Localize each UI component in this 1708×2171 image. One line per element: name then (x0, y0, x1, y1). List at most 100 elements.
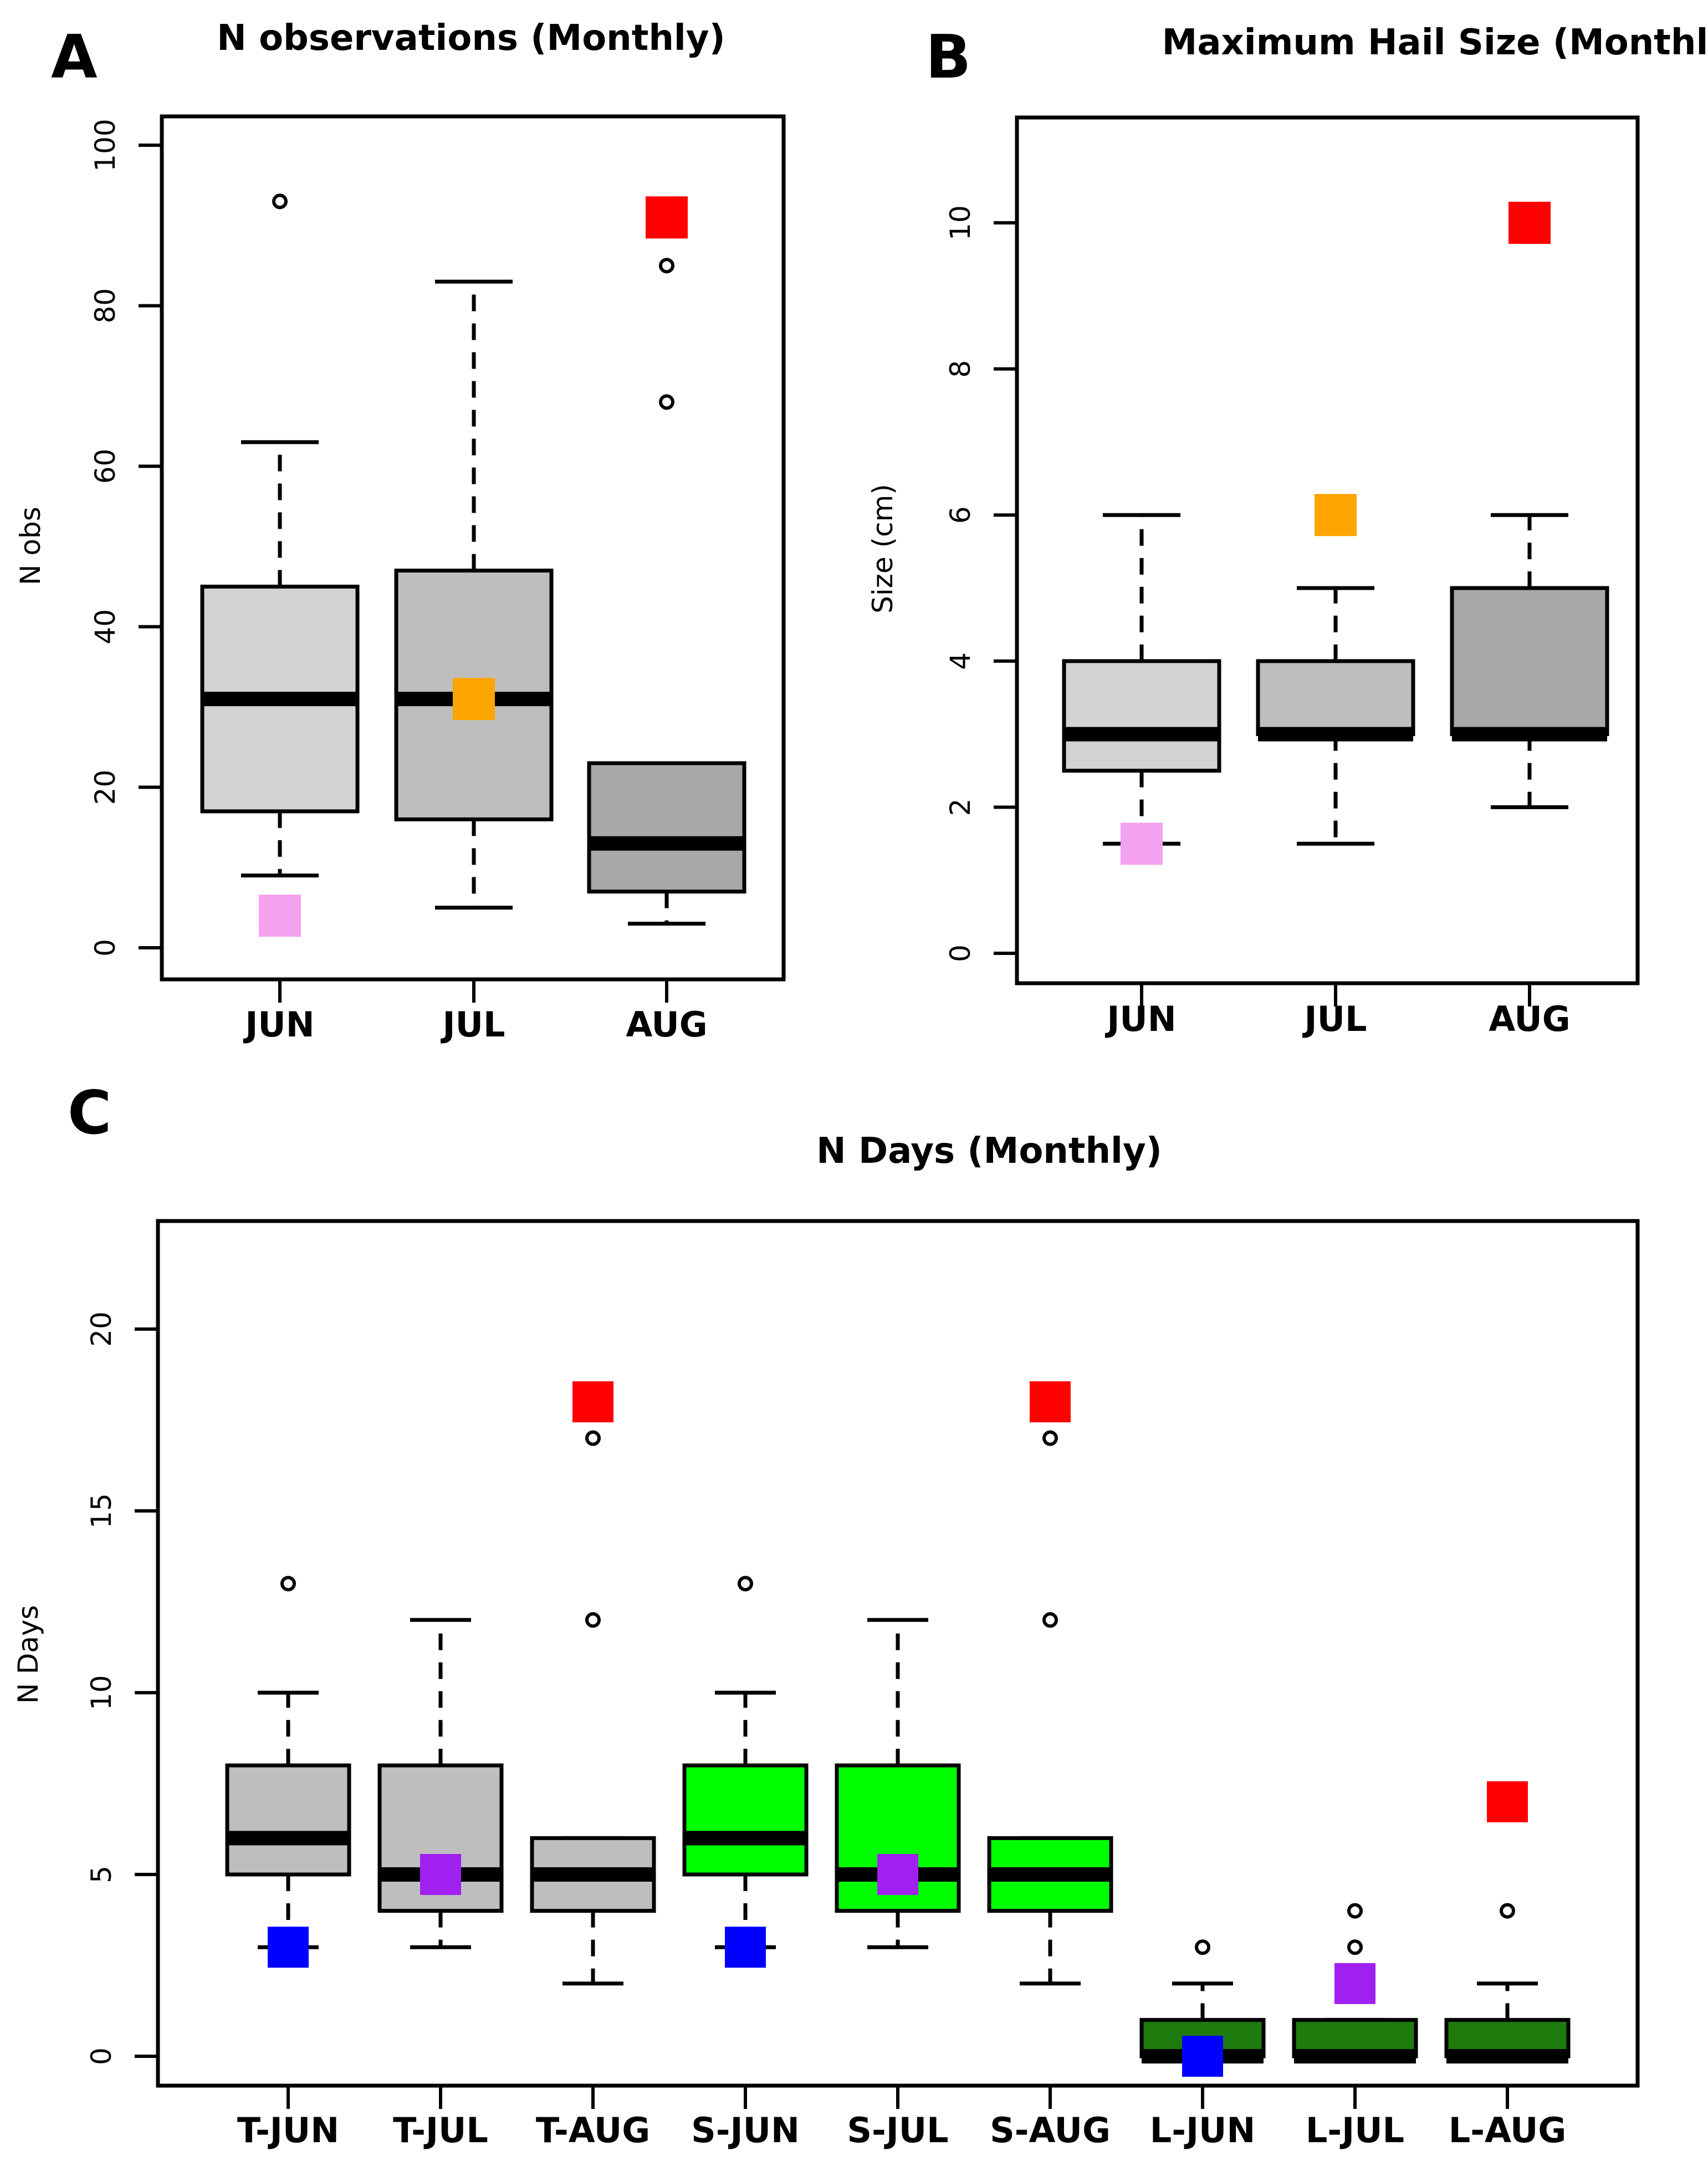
panel-a-y-tick-label: 60 (89, 448, 121, 484)
box-body (682, 1763, 809, 1877)
panel-a-y-axis: 0 20 40 60 80 100 (89, 119, 162, 957)
panel-a-title: N observations (Monthly) (217, 18, 725, 59)
panel-c-box-t-jun (225, 1576, 351, 1949)
panel-b-x-tick-label: JUL (1302, 999, 1367, 1039)
panel-b-y-axis-label: Size (cm) (867, 484, 899, 614)
panel-c-boxes (225, 1430, 1571, 2063)
outlier-point (1042, 1430, 1058, 1446)
panel-b-marker-jul (1315, 494, 1357, 537)
panel-b-box-jul (1256, 586, 1415, 846)
outlier-point (1347, 1939, 1363, 1955)
panel-c-box-l-jul (1292, 1903, 1418, 2063)
panel-b-marker-jun (1121, 823, 1163, 865)
panel-c-y-tick-label: 20 (85, 1311, 117, 1347)
panel-b-marker-aug (1508, 202, 1551, 244)
panel-a-marker-aug (646, 196, 688, 239)
box-body (225, 1763, 351, 1877)
panel-a-x-tick-label: JUL (441, 1004, 505, 1045)
outlier-point (1042, 1612, 1058, 1628)
panel-a-y-tick-label: 100 (89, 119, 121, 171)
panel-a: A N observations (Monthly) N obs 0 20 40 60… (14, 18, 786, 1045)
panel-b-y-tick-label: 8 (944, 360, 976, 378)
outlier-point (1500, 1903, 1515, 1919)
panel-c-marker-t-jul (420, 1854, 461, 1895)
panel-c-plot-frame (156, 1219, 1640, 2088)
panel-b-x-tick-label: JUN (1104, 999, 1176, 1039)
panel-a-letter: A (51, 23, 98, 92)
panel-c-x-tick-label: S-AUG (990, 2110, 1111, 2150)
box-body (587, 761, 746, 894)
panel-a-x-tick-label: JUN (243, 1004, 314, 1045)
panel-b-title: Maximum Hail Size (Monthly) (1162, 22, 1708, 63)
outlier-point (272, 193, 288, 210)
panel-c-box-s-jul (835, 1618, 961, 1949)
panel-b-y-axis: 0 2 4 6 8 10 (944, 205, 1017, 962)
panel-c: C N Days (Monthly) N Days 0 5 10 15 20 T-JUN… (12, 1079, 1640, 2150)
panel-a-marker-jul (453, 678, 495, 721)
panel-c-y-axis: 0 5 10 15 20 (85, 1311, 158, 2065)
panel-c-y-tick-label: 0 (85, 2047, 117, 2065)
panel-c-box-t-jul (377, 1618, 504, 1949)
panel-b-x-axis: JUN JUL AUG (1104, 983, 1571, 1039)
panel-a-marker-jun (259, 895, 301, 937)
panel-b-x-tick-label: AUG (1489, 999, 1570, 1039)
panel-b-y-tick-label: 0 (944, 944, 976, 962)
panel-c-marker-l-jun (1182, 2036, 1223, 2077)
panel-a-y-axis-label: N obs (14, 507, 47, 585)
panel-b-y-tick-label: 6 (944, 506, 976, 524)
panel-c-letter: C (68, 1079, 111, 1148)
panel-c-marker-s-jun (725, 1927, 766, 1968)
panel-c-x-tick-label: S-JUL (847, 2110, 948, 2150)
panel-b-markers (1121, 202, 1551, 865)
panel-a-box-jun (200, 193, 360, 878)
box-body (1062, 659, 1221, 773)
panel-c-box-s-jun (682, 1576, 809, 1949)
panel-c-marker-l-aug (1487, 1781, 1528, 1822)
panel-b-y-tick-label: 10 (944, 205, 976, 241)
panel-c-box-s-aug (987, 1430, 1113, 1986)
panel-c-title: N Days (Monthly) (816, 1131, 1162, 1172)
outlier-point (585, 1430, 601, 1446)
panel-c-y-tick-label: 15 (85, 1493, 117, 1529)
panel-c-box-l-aug (1444, 1903, 1571, 2063)
outlier-point (280, 1576, 296, 1592)
panel-c-x-tick-label: L-AUG (1449, 2110, 1567, 2150)
panel-a-box-aug (587, 258, 746, 926)
panel-a-y-tick-label: 80 (89, 288, 121, 324)
panel-c-marker-t-aug (572, 1381, 613, 1423)
panel-c-marker-l-jul (1334, 1963, 1375, 2004)
outlier-point (1347, 1903, 1363, 1919)
panel-a-box-jul (394, 279, 554, 910)
panel-c-marker-s-jul (877, 1854, 918, 1895)
panel-b-box-aug (1450, 513, 1609, 809)
panel-b-boxes (1062, 513, 1609, 846)
panel-a-y-tick-label: 20 (89, 770, 121, 805)
outlier-point (738, 1576, 753, 1592)
panel-b-letter: B (925, 23, 971, 92)
box-body (1450, 586, 1609, 737)
panel-c-marker-t-jun (268, 1927, 309, 1968)
panel-b-y-tick-label: 2 (944, 798, 976, 816)
panel-c-x-axis: T-JUN T-JUL T-AUG S-JUN S-JUL S-AUG L-JUN L-JUL… (237, 2086, 1566, 2150)
panel-c-x-tick-label: L-JUN (1150, 2110, 1256, 2150)
panel-c-y-tick-label: 10 (85, 1675, 117, 1710)
panel-c-y-tick-label: 5 (85, 1866, 117, 1883)
panel-a-markers (259, 196, 688, 937)
panel-c-markers (268, 1381, 1528, 2077)
outlier-point (659, 394, 674, 410)
panel-a-y-tick-label: 40 (89, 609, 121, 645)
panel-c-x-tick-label: L-JUL (1306, 2110, 1404, 2150)
outlier-point (659, 258, 674, 274)
panel-b-y-tick-label: 4 (944, 652, 976, 670)
panel-b-plot-frame (1015, 115, 1640, 985)
outlier-point (1195, 1939, 1210, 1955)
panel-a-y-tick-label: 0 (89, 939, 121, 957)
panel-c-x-tick-label: T-AUG (536, 2110, 650, 2150)
panel-b-box-jun (1062, 513, 1221, 846)
panel-c-x-tick-label: T-JUN (237, 2110, 339, 2150)
outlier-point (585, 1612, 601, 1628)
panel-b: B Maximum Hail Size (Monthly) Size (cm) … (867, 22, 1708, 1039)
panel-c-x-tick-label: S-JUN (691, 2110, 800, 2150)
panel-c-y-axis-label: N Days (12, 1605, 44, 1704)
